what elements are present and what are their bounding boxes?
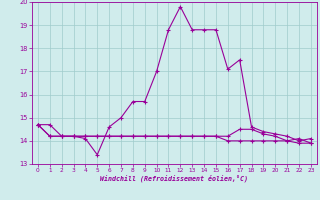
X-axis label: Windchill (Refroidissement éolien,°C): Windchill (Refroidissement éolien,°C) (100, 175, 248, 182)
